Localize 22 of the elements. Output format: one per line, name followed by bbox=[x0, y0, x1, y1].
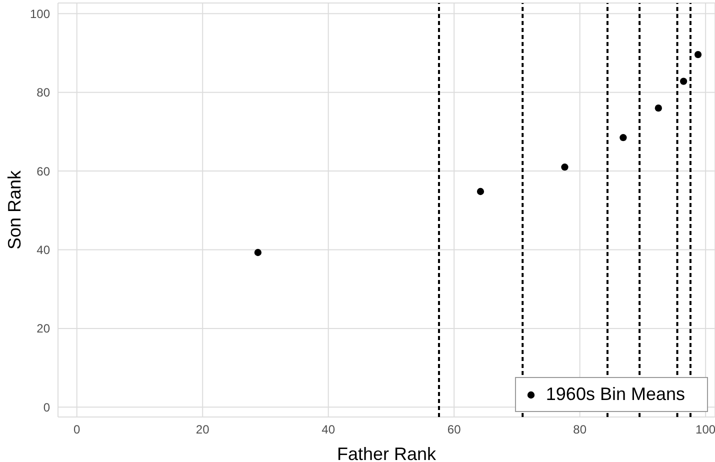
point bbox=[654, 104, 662, 112]
y-tick-label: 0 bbox=[43, 400, 50, 414]
x-tick-label: 80 bbox=[573, 422, 587, 437]
point bbox=[254, 248, 262, 256]
y-tick-label: 60 bbox=[36, 164, 50, 178]
point bbox=[561, 164, 568, 171]
x-axis-title: Father Rank bbox=[336, 444, 438, 462]
x-tick-label: 0 bbox=[74, 422, 81, 437]
y-tick-label: 40 bbox=[36, 243, 50, 258]
point bbox=[694, 50, 702, 58]
y-tick-label: 100 bbox=[30, 6, 50, 21]
x-tick-label: 60 bbox=[447, 422, 462, 437]
x-tick-label: 100 bbox=[696, 422, 715, 437]
y-tick-label: 80 bbox=[36, 86, 50, 100]
point bbox=[476, 188, 484, 196]
x-tick-label: 20 bbox=[196, 422, 210, 437]
legend-label: 1960s Bin Means bbox=[546, 384, 685, 405]
x-tick-label: 40 bbox=[322, 422, 336, 437]
point bbox=[680, 78, 688, 85]
point bbox=[620, 134, 627, 142]
y-axis-title: Son Rank bbox=[4, 169, 24, 250]
y-tick-label: 20 bbox=[36, 322, 50, 336]
